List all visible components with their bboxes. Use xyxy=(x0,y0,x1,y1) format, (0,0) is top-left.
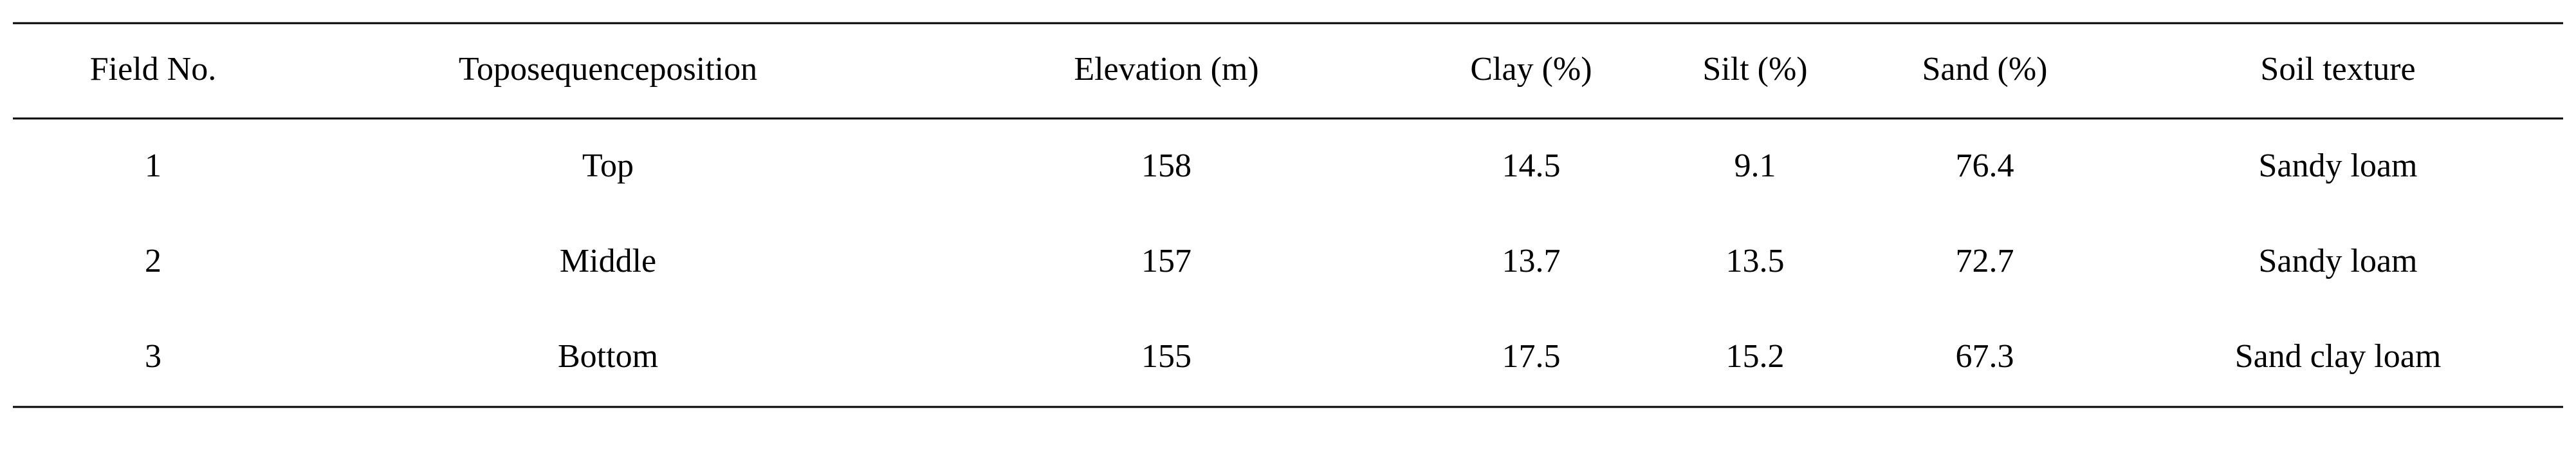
header-cell: Sand (%) xyxy=(1922,51,2048,88)
cell: 17.5 xyxy=(1502,338,1561,375)
cell: 67.3 xyxy=(1956,338,2014,375)
cell: Sandy loam xyxy=(2259,147,2418,184)
cell: 13.5 xyxy=(1726,243,1785,279)
cell: 14.5 xyxy=(1502,147,1561,184)
cell: Bottom xyxy=(558,338,658,375)
header-cell: Soil texture xyxy=(2260,51,2415,88)
cell: 158 xyxy=(1141,147,1191,184)
cell: 157 xyxy=(1141,243,1191,279)
cell: Top xyxy=(582,147,634,184)
cell: 3 xyxy=(145,338,161,375)
cell: 2 xyxy=(145,243,161,279)
header-cell: Clay (%) xyxy=(1470,51,1592,88)
header-cell: Field No. xyxy=(90,51,216,88)
cell: 72.7 xyxy=(1956,243,2014,279)
cell: 1 xyxy=(145,147,161,184)
cell: 13.7 xyxy=(1502,243,1561,279)
cell: 15.2 xyxy=(1726,338,1785,375)
cell: 155 xyxy=(1141,338,1191,375)
cell: Sand clay loam xyxy=(2235,338,2442,375)
header-cell: Toposequenceposition xyxy=(459,51,757,88)
cell: Middle xyxy=(560,243,656,279)
header-cell: Silt (%) xyxy=(1702,51,1807,88)
cell: Sandy loam xyxy=(2259,243,2418,279)
cell: 76.4 xyxy=(1956,147,2014,184)
header-cell: Elevation (m) xyxy=(1074,51,1258,88)
cell: 9.1 xyxy=(1734,147,1776,184)
